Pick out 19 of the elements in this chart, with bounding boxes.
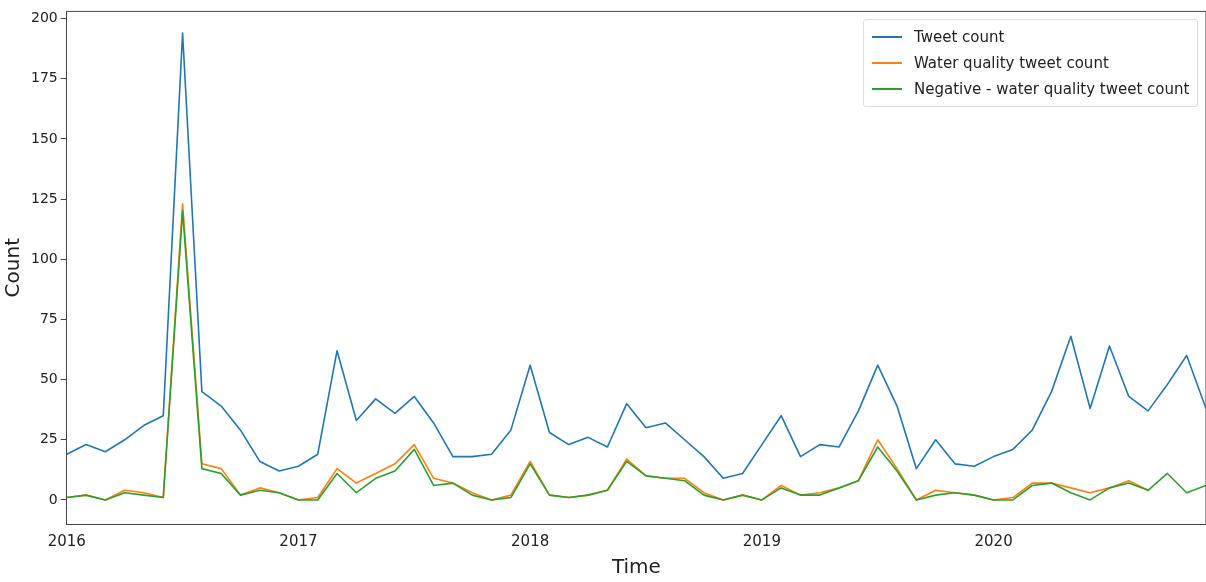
- y-axis-title: Count: [0, 237, 25, 298]
- legend-label: Tweet count: [914, 28, 1005, 47]
- x-tick-label: 2019: [742, 531, 781, 550]
- y-tick-label: 200: [30, 9, 58, 26]
- y-tick-label: 50: [39, 370, 58, 387]
- y-tick-label: 25: [39, 430, 58, 447]
- legend-label: Negative - water quality tweet count: [914, 80, 1190, 99]
- x-axis-title: Time: [610, 554, 661, 579]
- x-tick-label: 2016: [47, 531, 86, 550]
- y-tick-label: 175: [30, 69, 58, 86]
- y-tick-label: 150: [30, 129, 58, 146]
- x-tick-label: 2018: [511, 531, 550, 550]
- y-tick-label: 100: [30, 249, 58, 266]
- y-tick-label: 0: [48, 490, 58, 507]
- x-tick-label: 2017: [279, 531, 318, 550]
- y-tick-label: 125: [30, 189, 58, 206]
- y-tick-label: 75: [39, 310, 58, 327]
- legend-label: Water quality tweet count: [914, 54, 1109, 73]
- x-tick-label: 2020: [974, 531, 1013, 550]
